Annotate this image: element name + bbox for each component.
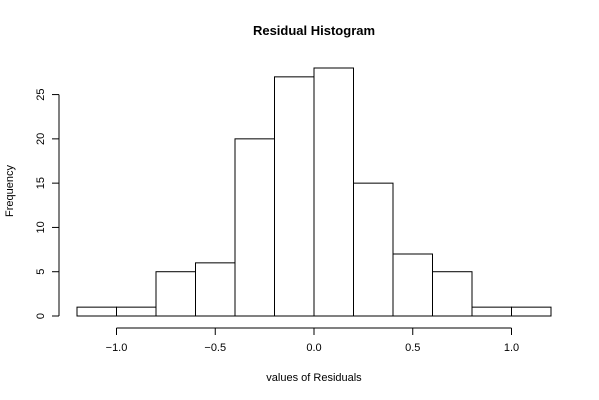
x-axis-label: values of Residuals xyxy=(266,372,362,384)
y-tick-label: 0 xyxy=(35,313,47,319)
histogram-bar-10 xyxy=(471,306,512,317)
x-tick-label: 0.5 xyxy=(405,342,420,354)
histogram-bar-5 xyxy=(274,76,315,317)
histogram-bar-8 xyxy=(392,253,433,317)
y-tick-label: 15 xyxy=(35,177,47,189)
chart-title: Residual Histogram xyxy=(253,23,375,38)
x-tick-label: −1.0 xyxy=(106,342,128,354)
histogram-bar-0 xyxy=(76,306,117,317)
histogram-bar-7 xyxy=(353,182,394,317)
histogram-bar-3 xyxy=(195,262,236,317)
histogram-bar-4 xyxy=(234,138,275,317)
histogram-bar-11 xyxy=(511,306,552,317)
y-axis-label: Frequency xyxy=(4,165,16,217)
y-tick-label: 25 xyxy=(35,88,47,100)
x-tick-label: 0.0 xyxy=(306,342,321,354)
bars-group xyxy=(76,67,552,317)
histogram-bar-9 xyxy=(432,271,473,317)
x-axis: −1.0 −0.5 0.0 0.5 1.0 xyxy=(106,327,519,354)
histogram-bar-6 xyxy=(313,67,354,317)
x-tick-label: −0.5 xyxy=(204,342,226,354)
y-tick-label: 20 xyxy=(35,133,47,145)
histogram-bar-1 xyxy=(116,306,157,317)
y-tick-label: 10 xyxy=(35,221,47,233)
y-axis: 0 5 10 15 20 25 xyxy=(35,88,60,319)
histogram-bar-2 xyxy=(155,271,196,317)
x-tick-label: 1.0 xyxy=(504,342,519,354)
y-tick-label: 5 xyxy=(35,269,47,275)
